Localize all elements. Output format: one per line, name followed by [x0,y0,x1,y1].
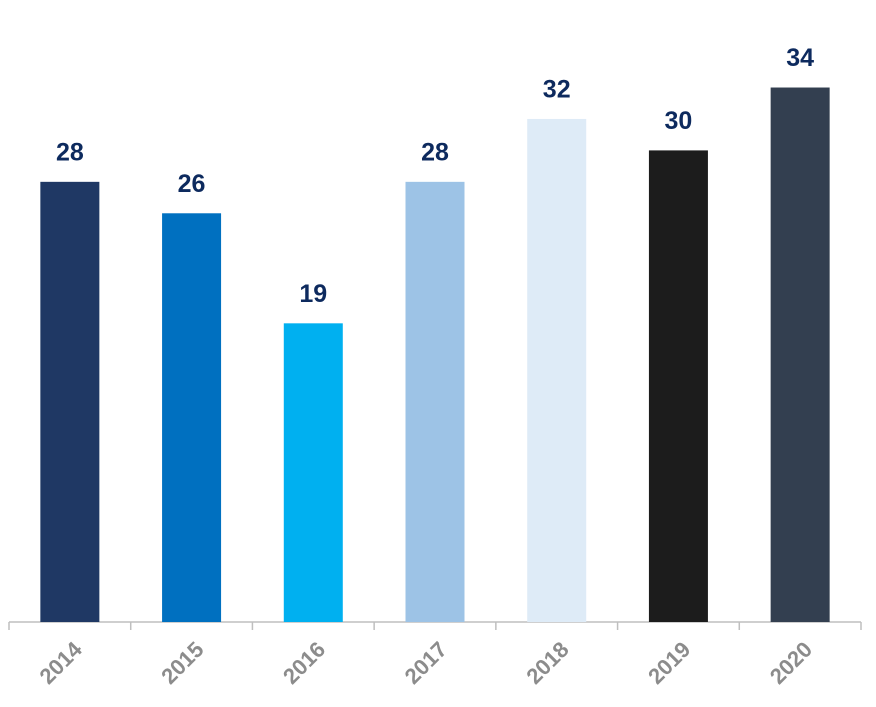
bar [40,181,100,622]
bar [770,87,830,622]
x-tick-label: 2019 [643,637,695,689]
value-label: 32 [543,76,571,104]
value-label: 19 [299,280,327,308]
bar [162,213,222,622]
x-tick-label: 2014 [35,636,88,689]
x-tick-label: 2016 [278,637,330,689]
value-label: 34 [786,44,814,72]
value-label: 28 [421,138,449,166]
bar [648,150,708,622]
bar [283,323,343,622]
x-tick-label: 2015 [156,637,208,689]
x-tick-label: 2017 [400,637,452,689]
value-label: 28 [56,138,84,166]
value-label: 30 [665,107,693,135]
x-tick-label: 2018 [521,637,573,689]
x-tick-label: 2020 [765,637,817,689]
value-label: 26 [178,170,206,198]
bar [405,181,465,622]
bar [527,118,587,623]
